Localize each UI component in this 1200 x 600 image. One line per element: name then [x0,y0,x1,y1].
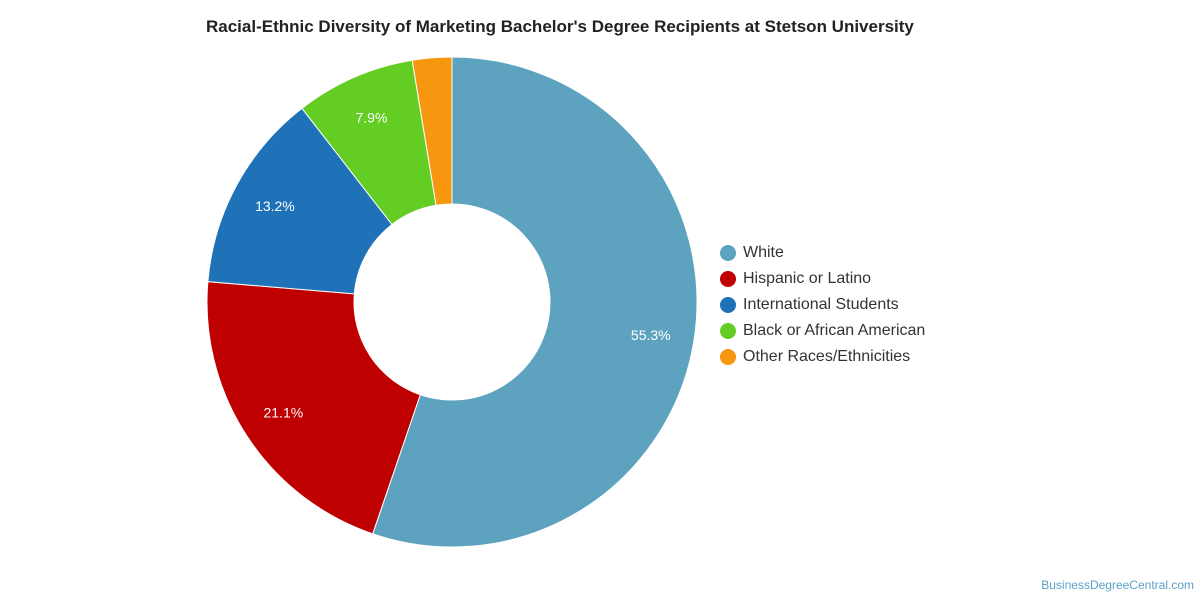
legend-marker-icon [720,245,736,261]
data-label: 7.9% [356,109,388,125]
data-label: 55.3% [631,327,671,343]
legend-marker-icon [720,349,736,365]
slice-other-races-ethnicities[interactable] [411,56,453,206]
legend-marker-icon [720,297,736,313]
legend-item[interactable]: Hispanic or Latino [720,266,925,292]
legend-label: Hispanic or Latino [743,270,872,287]
legend-label: Black or African American [743,322,926,339]
legend-label: Other Races/Ethnicities [743,348,911,365]
watermark[interactable]: BusinessDegreeCentral.com [1041,578,1194,592]
legend-marker-icon [720,271,736,287]
legend-label: White [743,244,784,261]
slice-international-students[interactable] [207,107,393,295]
legend-marker-icon [720,323,736,339]
legend-item[interactable]: White [720,240,925,266]
slice-hispanic-or-latino[interactable] [206,281,421,535]
legend-item[interactable]: Black or African American [720,318,925,344]
data-label: 13.2% [255,198,295,214]
data-label: 21.1% [263,404,303,420]
legend-item[interactable]: International Students [720,292,925,318]
legend: White Hispanic or Latino International Stu… [720,240,925,370]
chart-title: Racial-Ethnic Diversity of Marketing Bac… [206,17,914,36]
legend-label: International Students [743,296,899,313]
slice-white[interactable] [372,56,698,548]
legend-item[interactable]: Other Races/Ethnicities [720,344,925,370]
